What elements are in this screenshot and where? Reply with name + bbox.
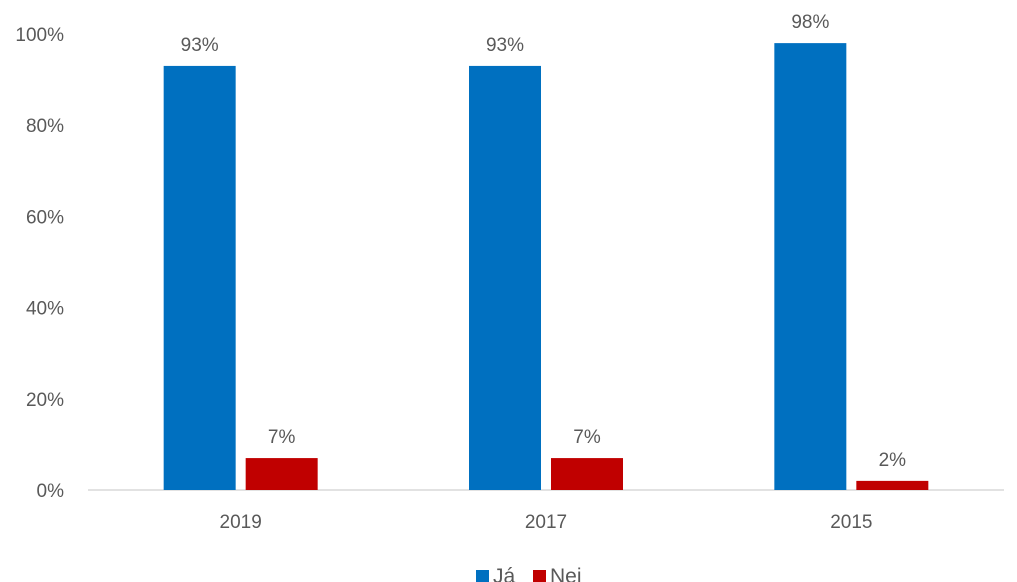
y-tick-label: 60% [26, 207, 64, 228]
bar-j-2017 [469, 65, 541, 491]
data-label: 93% [181, 35, 219, 56]
bar-j-2019 [163, 65, 236, 491]
x-category-label: 2015 [830, 512, 872, 533]
legend-label: Nei [550, 565, 582, 582]
bar-j-2015 [774, 43, 847, 491]
bar-nei-2015 [856, 480, 929, 490]
y-tick-label: 20% [26, 390, 64, 411]
x-axis-category-labels: 2019 2017 2015 [220, 512, 873, 533]
y-axis-tick-labels: 0% 20% 40% 60% 80% 100% [15, 25, 64, 502]
x-category-label: 2017 [525, 512, 567, 533]
y-tick-label: 0% [37, 481, 65, 502]
y-tick-label: 40% [26, 299, 64, 320]
legend: Já Nei [476, 565, 582, 582]
x-category-label: 2019 [220, 512, 262, 533]
legend-swatch [476, 570, 489, 582]
bar-nei-2019 [245, 458, 318, 490]
data-label: 7% [268, 427, 296, 448]
y-tick-label: 80% [26, 116, 64, 137]
bars-group [163, 43, 929, 491]
data-label: 7% [573, 427, 601, 448]
legend-label: Já [493, 565, 516, 582]
bar-nei-2017 [551, 458, 623, 490]
legend-swatch [533, 570, 546, 582]
data-labels-group: 93% 7% 93% 7% 98% 2% [181, 12, 907, 471]
data-label: 98% [791, 12, 829, 33]
data-label: 2% [879, 450, 907, 471]
data-label: 93% [486, 35, 524, 56]
y-tick-label: 100% [15, 25, 64, 46]
